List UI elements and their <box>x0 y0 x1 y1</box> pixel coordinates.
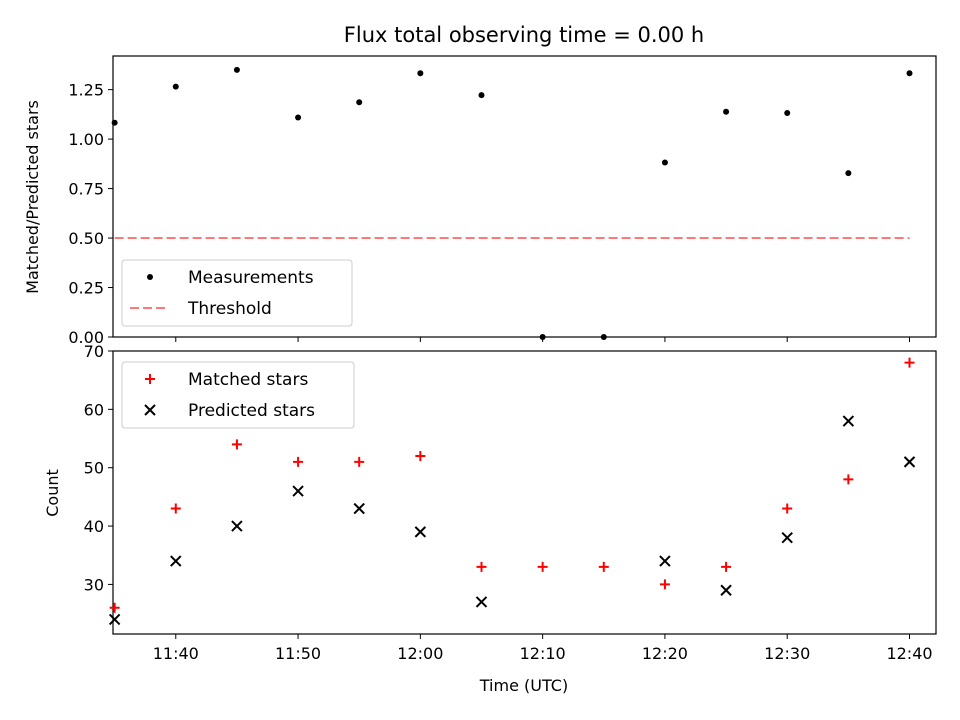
top-panel-y-tick-label: 0.25 <box>68 279 104 298</box>
x-axis-label: Time (UTC) <box>479 676 568 695</box>
legend-label: Measurements <box>188 268 314 288</box>
bottom-panel-y-tick-label: 50 <box>84 459 104 478</box>
measurement-point <box>906 70 913 77</box>
measurement-point <box>845 170 852 177</box>
matched-stars-point <box>904 357 915 368</box>
top-panel-y-tick-label: 0.75 <box>68 180 104 199</box>
matched-stars-point <box>598 561 609 572</box>
predicted-stars-point <box>292 485 304 497</box>
measurement-point <box>111 119 118 126</box>
top-y-axis-label: Matched/Predicted stars <box>23 100 42 294</box>
x-tick-label: 12:30 <box>764 644 810 663</box>
predicted-stars-point <box>781 532 793 544</box>
measurement-point <box>172 83 179 90</box>
predicted-stars-point <box>231 520 243 532</box>
matched-stars-point <box>231 439 242 450</box>
matched-stars-point <box>109 602 120 613</box>
bottom-panel-frame <box>112 350 937 635</box>
measurement-point <box>661 159 668 166</box>
top-panel-y-tick-label: 0.00 <box>68 328 104 347</box>
measurement-point <box>478 92 485 99</box>
top-panel-y-tick-label: 0.50 <box>68 229 104 248</box>
measurement-point <box>233 66 240 73</box>
bottom-panel-y-tick-label: 30 <box>84 575 104 594</box>
matched-stars-point <box>721 561 732 572</box>
measurement-point <box>417 70 424 77</box>
predicted-stars-point <box>475 596 488 608</box>
measurement-point <box>723 108 730 115</box>
legend-label: Matched stars <box>188 370 308 390</box>
measurement-point <box>784 109 791 116</box>
x-tick-label: 12:20 <box>642 644 688 663</box>
bottom-panel: 30 40 50 60 70 11:40 11:50 12:00 12:10 12:20 12:30… <box>84 342 937 663</box>
matched-stars-point <box>354 456 365 467</box>
x-tick-label: 11:40 <box>153 644 199 663</box>
matched-stars-point <box>170 503 181 514</box>
matched-stars-point <box>659 579 670 590</box>
x-tick-label: 12:10 <box>520 644 566 663</box>
predicted-stars-point <box>720 584 732 596</box>
top-panel-y-tick-label: 1.00 <box>68 130 104 149</box>
x-tick-label: 12:00 <box>397 644 443 663</box>
matched-stars-point <box>293 456 304 467</box>
measurement-point <box>539 334 546 340</box>
predicted-stars-point <box>659 555 671 567</box>
matched-stars-point <box>537 561 548 572</box>
bottom-panel-y-tick-label: 60 <box>84 400 104 419</box>
top-legend <box>121 259 353 327</box>
legend-marker-matched <box>145 374 155 384</box>
predicted-stars-point <box>842 415 855 427</box>
bottom-y-axis-label: Count <box>43 469 62 517</box>
measurement-point <box>295 114 302 121</box>
measurement-point <box>600 334 607 340</box>
predicted-stars-point <box>353 502 365 515</box>
top-panel: 0.00 0.25 0.50 0.75 1.00 1.25 Measurements Thre… <box>68 55 937 347</box>
predicted-stars-point <box>170 555 182 567</box>
bottom-panel-y-tick-label: 40 <box>84 517 104 536</box>
measurement-point <box>356 99 363 106</box>
chart-title: Flux total observing time = 0.00 h <box>344 23 704 47</box>
matched-stars-point <box>843 474 854 485</box>
predicted-stars-point <box>414 526 427 538</box>
legend-label: Threshold <box>187 299 272 319</box>
x-tick-label: 12:40 <box>886 644 932 663</box>
legend-marker-predicted <box>144 404 156 416</box>
matched-stars-point <box>415 451 426 462</box>
matched-stars-point <box>476 561 487 572</box>
predicted-stars-point <box>108 613 121 626</box>
top-panel-y-tick-label: 1.25 <box>68 81 104 100</box>
top-panel-frame <box>112 55 937 338</box>
legend-marker-measurements <box>147 274 153 280</box>
predicted-stars-point <box>903 456 916 468</box>
matched-stars-point <box>782 503 793 514</box>
bottom-legend <box>121 361 355 429</box>
x-tick-label: 11:50 <box>275 644 321 663</box>
legend-label: Predicted stars <box>188 401 315 421</box>
bottom-panel-y-tick-label: 70 <box>84 342 104 361</box>
